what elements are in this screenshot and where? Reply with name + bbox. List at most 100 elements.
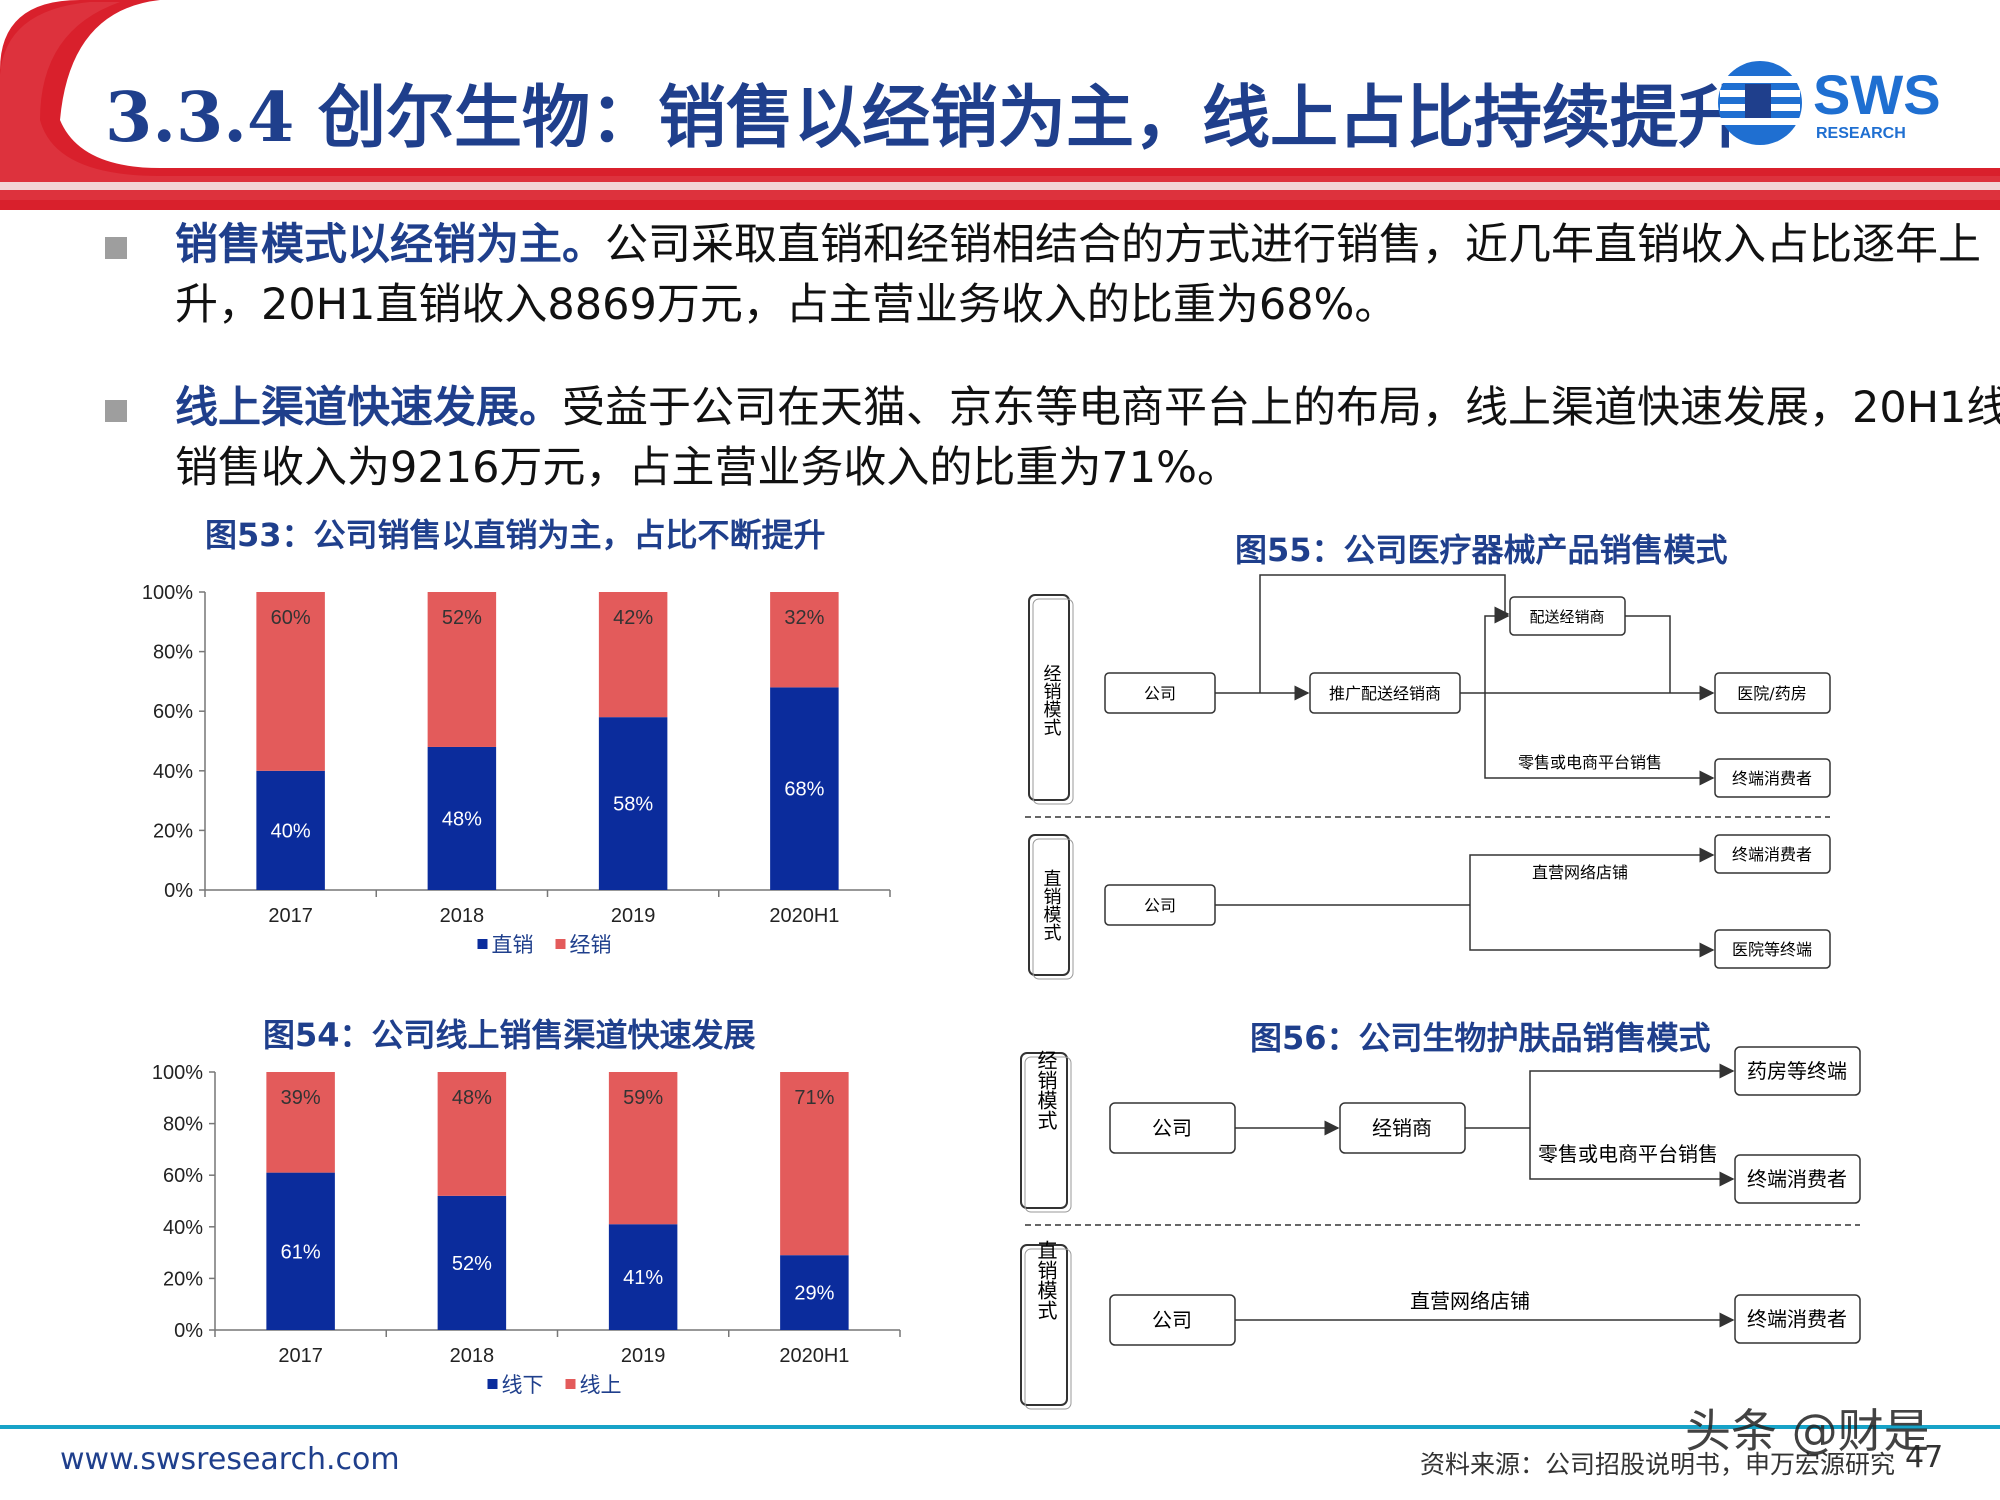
- fig55-company: 公司: [1144, 684, 1176, 703]
- fig55-title: 图55：公司医疗器械产品销售模式: [1235, 531, 1728, 569]
- fig55-retail-ecommerce: 零售或电商平台销售: [1518, 753, 1662, 772]
- data-label: 32%: [784, 607, 824, 629]
- footer-url-link[interactable]: www.swsresearch.com: [60, 1442, 400, 1477]
- y-tick-label: 80%: [163, 1114, 203, 1136]
- bullet-body: 受益于公司在天猫、京东等电商平台上的布局，线上渠道快速发展，20H1线上销售收入…: [175, 383, 2000, 493]
- data-label: 68%: [784, 779, 824, 801]
- bar-top: [608, 1072, 678, 1225]
- fig53-title: 图53：公司销售以直销为主，占比不断提升: [205, 516, 826, 554]
- chart-direct-vs-distribution: 0% 20% 40% 60% 80% 100% 40% 60% 2017 48% 52% 2018 58…: [142, 582, 891, 957]
- bar-top: [770, 592, 839, 688]
- fig54-title: 图54：公司线上销售渠道快速发展: [263, 1016, 756, 1054]
- legend-swatch: [487, 1379, 498, 1389]
- x-tick-label: 2018: [440, 905, 485, 927]
- fig56-retail-ecommerce: 零售或电商平台销售: [1538, 1142, 1718, 1166]
- legend-label: 经销: [570, 934, 612, 957]
- header-band: [0, 0, 2000, 210]
- fig55-end-consumer2: 终端消费者: [1732, 845, 1812, 864]
- bar-top: [266, 1072, 335, 1173]
- fig56-direct-network: 直营网络店铺: [1410, 1289, 1530, 1313]
- data-label: 39%: [281, 1087, 321, 1109]
- fig55-diagram: 经销模式 直销模式 公司 推广配送经销商 配送经销商 医院/药房 终端消费者 零…: [1025, 574, 1831, 980]
- y-tick-label: 80%: [153, 642, 193, 664]
- fig55-group-top: 经销模式: [1041, 664, 1062, 736]
- data-label: 41%: [623, 1267, 663, 1289]
- y-tick-label: 40%: [163, 1217, 203, 1239]
- data-label: 52%: [452, 1253, 492, 1275]
- bar-bottom: [780, 1255, 849, 1330]
- fig56-diagram: 经销模式 直销模式 公司 经销商 药房等终端 终端消费者 零售或电商平台销售 公…: [1020, 1046, 1861, 1410]
- legend-swatch: [555, 939, 566, 949]
- bullet-square-icon: [105, 400, 127, 422]
- data-label: 52%: [442, 607, 482, 629]
- bar-top: [256, 592, 325, 771]
- legend-label: 线下: [502, 1374, 544, 1397]
- y-tick-label: 20%: [163, 1268, 203, 1290]
- bar-bottom: [770, 687, 839, 890]
- data-label: 59%: [623, 1087, 663, 1109]
- data-label: 71%: [794, 1087, 834, 1109]
- x-tick-label: 2018: [450, 1345, 495, 1367]
- fig55-group-bottom: 直销模式: [1041, 869, 1062, 941]
- y-tick-label: 60%: [153, 701, 193, 723]
- page-number: 47: [1905, 1440, 1944, 1475]
- legend-label: 直销: [492, 934, 534, 957]
- x-tick-label: 2019: [621, 1345, 666, 1367]
- watermark: 头条 @财是: [1685, 1404, 1930, 1458]
- legend-swatch: [477, 939, 488, 949]
- bar-bottom: [266, 1172, 335, 1330]
- y-tick-label: 100%: [142, 582, 193, 604]
- fig56-pharmacy-terminal: 药房等终端: [1747, 1059, 1847, 1083]
- page-title: 3.3.4 创尔生物：销售以经销为主，线上占比持续提升: [105, 78, 1746, 158]
- y-tick-label: 0%: [174, 1320, 203, 1342]
- data-label: 48%: [452, 1087, 492, 1109]
- x-tick-label: 2020H1: [769, 905, 839, 927]
- y-tick-label: 60%: [163, 1165, 203, 1187]
- fig56-company: 公司: [1152, 1116, 1192, 1140]
- bar-bottom: [598, 717, 668, 890]
- bullet-body: 公司采取直销和经销相结合的方式进行销售，近几年直销收入占比逐年上升，20H1直销…: [175, 220, 1981, 330]
- fig56-distributor: 经销商: [1372, 1116, 1432, 1140]
- sws-logo: SWS RESEARCH: [1718, 61, 1941, 145]
- fig56-company2: 公司: [1152, 1308, 1192, 1332]
- chart-online-vs-offline: 0% 20% 40% 60% 80% 100% 61% 39% 2017 52% 48% 2018 41…: [152, 1062, 901, 1397]
- bar-top: [437, 1072, 507, 1196]
- y-tick-label: 0%: [164, 880, 193, 902]
- logo-subtext: RESEARCH: [1816, 125, 1906, 142]
- fig55-delivery-distributor: 配送经销商: [1529, 608, 1604, 626]
- bullet-lead: 销售模式以经销为主。: [175, 220, 605, 270]
- legend-swatch: [565, 1379, 576, 1389]
- bullet-lead: 线上渠道快速发展。: [175, 383, 562, 433]
- globe-icon: [1718, 61, 1802, 145]
- y-tick-label: 40%: [153, 761, 193, 783]
- bar-top: [780, 1072, 849, 1256]
- bar-bottom: [256, 770, 325, 890]
- fig56-end-consumer2: 终端消费者: [1747, 1307, 1847, 1331]
- data-label: 42%: [613, 607, 653, 629]
- bar-bottom: [437, 1195, 507, 1330]
- data-label: 40%: [271, 820, 311, 842]
- fig55-hospital-terminal: 医院等终端: [1732, 940, 1812, 959]
- x-tick-label: 2020H1: [779, 1345, 849, 1367]
- bar-top: [427, 592, 497, 747]
- data-label: 48%: [442, 808, 482, 830]
- fig56-end-consumer: 终端消费者: [1747, 1167, 1847, 1191]
- bar-bottom: [608, 1224, 678, 1330]
- x-tick-label: 2019: [611, 905, 656, 927]
- logo-text: SWS: [1813, 63, 1941, 126]
- y-tick-label: 20%: [153, 820, 193, 842]
- fig56-group-bottom: 直销模式: [1034, 1240, 1058, 1320]
- footer-divider: [0, 1425, 2000, 1429]
- legend-label: 线上: [580, 1374, 622, 1397]
- bullet-square-icon: [105, 237, 127, 259]
- fig55-promo-distributor: 推广配送经销商: [1329, 684, 1441, 703]
- y-tick-label: 100%: [152, 1062, 203, 1084]
- fig55-company2: 公司: [1144, 896, 1176, 915]
- fig55-end-consumer: 终端消费者: [1732, 769, 1812, 788]
- footer-source: 资料来源：公司招股说明书，申万宏源研究: [1420, 1450, 1896, 1479]
- fig56-group-top: 经销模式: [1034, 1050, 1058, 1130]
- bar-top: [598, 592, 668, 718]
- x-tick-label: 2017: [268, 905, 313, 927]
- x-tick-label: 2017: [278, 1345, 323, 1367]
- data-label: 29%: [794, 1283, 834, 1305]
